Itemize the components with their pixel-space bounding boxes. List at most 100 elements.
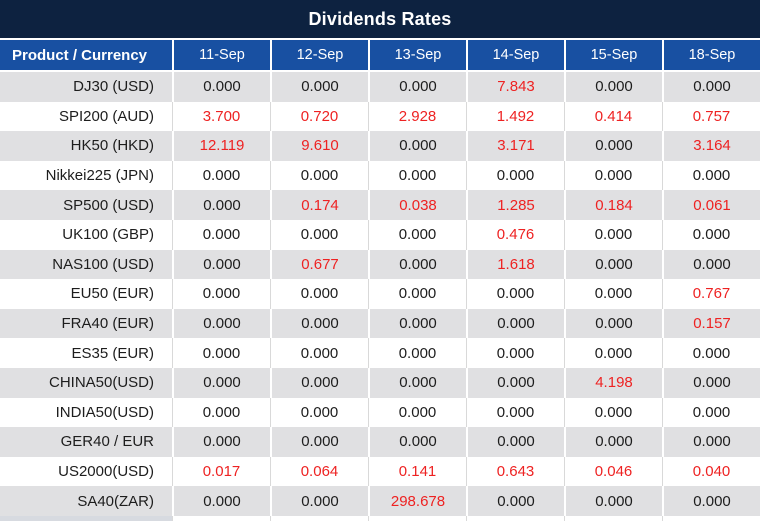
value-cell: 0.000 bbox=[270, 338, 368, 368]
value-cell: 0.414 bbox=[564, 101, 662, 132]
product-label: US2000(USD) bbox=[58, 463, 154, 481]
value-cell: 0.767 bbox=[662, 279, 760, 309]
value-cell: 0.000 bbox=[564, 249, 662, 280]
value-cell: 0.174 bbox=[270, 190, 368, 220]
value-cell: 0.000 bbox=[172, 72, 270, 102]
value-cell: 0.000 bbox=[172, 190, 270, 220]
value-cell: 0.000 bbox=[466, 397, 564, 428]
value-cell: 0.000 bbox=[368, 72, 466, 102]
value-cell: 0.184 bbox=[564, 190, 662, 220]
value-cell: 12.119 bbox=[172, 131, 270, 161]
value-cell: 4.198 bbox=[564, 367, 662, 398]
value-cell: 0.000 bbox=[564, 160, 662, 191]
value-cell: 0.040 bbox=[662, 456, 760, 487]
value-cell: 0.141 bbox=[368, 456, 466, 487]
value-cell: 0.643 bbox=[466, 456, 564, 487]
value-cell: 0.000 bbox=[270, 367, 368, 398]
value-cell: 1.285 bbox=[466, 190, 564, 220]
product-label: FRA40 (EUR) bbox=[61, 315, 154, 333]
table-row: FRA40 (EUR) 0.000 0.000 0.000 0.000 0.00… bbox=[0, 308, 760, 339]
value-cell: 0.000 bbox=[368, 160, 466, 191]
value-cell: 0.000 bbox=[662, 72, 760, 102]
value-cell: 0.000 bbox=[172, 397, 270, 428]
value-cell: 0.000 bbox=[466, 367, 564, 398]
value-cell: 1.618 bbox=[466, 249, 564, 280]
product-label: UK100 (GBP) bbox=[62, 226, 154, 244]
value-cell: 0.000 bbox=[172, 427, 270, 457]
product-label: SP500 (USD) bbox=[63, 196, 154, 214]
value-cell: 0.000 bbox=[564, 131, 662, 161]
value-cell: 0.000 bbox=[466, 486, 564, 516]
product-label: ES35 (EUR) bbox=[71, 344, 154, 362]
value-cell: 0.000 bbox=[270, 397, 368, 428]
table-row: HK50 (HKD) 12.119 9.610 0.000 3.171 0.00… bbox=[0, 131, 760, 161]
value-cell: 0.000 bbox=[270, 486, 368, 516]
table-row: ES35 (EUR) 0.000 0.000 0.000 0.000 0.000… bbox=[0, 338, 760, 368]
value-cell: 2.928 bbox=[368, 101, 466, 132]
value-cell: 0.000 bbox=[368, 338, 466, 368]
value-cell: 0.000 bbox=[172, 249, 270, 280]
value-cell: 7.843 bbox=[466, 72, 564, 102]
value-cell: 0.677 bbox=[270, 249, 368, 280]
value-cell: 0.000 bbox=[368, 219, 466, 250]
table-row: UK100 (GBP) 0.000 0.000 0.000 0.476 0.00… bbox=[0, 219, 760, 250]
value-cell: 0.000 bbox=[466, 160, 564, 191]
value-cell: 0.000 bbox=[270, 427, 368, 457]
product-label: EU50 (EUR) bbox=[70, 285, 154, 303]
value-cell: 0.000 bbox=[564, 279, 662, 309]
value-cell: 0.038 bbox=[368, 190, 466, 220]
value-cell: 3.164 bbox=[662, 131, 760, 161]
value-cell: 0.000 bbox=[662, 367, 760, 398]
value-cell: 0.000 bbox=[270, 279, 368, 309]
table-row: Nikkei225 (JPN) 0.000 0.000 0.000 0.000 … bbox=[0, 160, 760, 191]
value-cell: 0.017 bbox=[172, 456, 270, 487]
value-cell: 0.000 bbox=[172, 367, 270, 398]
value-cell: 0.000 bbox=[662, 160, 760, 191]
title-bar: Dividends Rates bbox=[0, 0, 760, 38]
partial-label-cell bbox=[0, 515, 172, 521]
value-cell: 0.000 bbox=[368, 427, 466, 457]
value-cell: 0.000 bbox=[172, 486, 270, 516]
date-header-14-sep: 14-Sep bbox=[468, 40, 564, 70]
value-cell: 0.000 bbox=[564, 338, 662, 368]
product-currency-header: Product / Currency bbox=[0, 40, 172, 70]
page-title: Dividends Rates bbox=[308, 8, 452, 29]
table-row: US2000(USD) 0.017 0.064 0.141 0.643 0.04… bbox=[0, 456, 760, 487]
value-cell: 0.000 bbox=[466, 308, 564, 339]
table-body: DJ30 (USD) 0.000 0.000 0.000 7.843 0.000… bbox=[0, 72, 760, 516]
table-row: INDIA50(USD) 0.000 0.000 0.000 0.000 0.0… bbox=[0, 397, 760, 428]
value-cell: 0.000 bbox=[368, 367, 466, 398]
value-cell: 0.000 bbox=[368, 249, 466, 280]
value-cell: 9.610 bbox=[270, 131, 368, 161]
value-cell: 0.000 bbox=[564, 72, 662, 102]
value-cell: 0.000 bbox=[172, 160, 270, 191]
value-cell: 0.000 bbox=[368, 397, 466, 428]
value-cell: 0.000 bbox=[564, 219, 662, 250]
value-cell: 0.000 bbox=[466, 338, 564, 368]
partial-next-row bbox=[0, 515, 760, 521]
value-cell: 0.061 bbox=[662, 190, 760, 220]
table-row: SPI200 (AUD) 3.700 0.720 2.928 1.492 0.4… bbox=[0, 101, 760, 132]
product-label: NAS100 (USD) bbox=[52, 255, 154, 273]
value-cell: 0.000 bbox=[270, 219, 368, 250]
product-label: SA40(ZAR) bbox=[77, 492, 154, 510]
value-cell: 0.000 bbox=[172, 279, 270, 309]
product-label: INDIA50(USD) bbox=[55, 403, 154, 421]
value-cell: 0.720 bbox=[270, 101, 368, 132]
value-cell: 0.000 bbox=[172, 308, 270, 339]
date-header-11-sep: 11-Sep bbox=[174, 40, 270, 70]
table-row: SP500 (USD) 0.000 0.174 0.038 1.285 0.18… bbox=[0, 190, 760, 220]
product-label: Nikkei225 (JPN) bbox=[45, 167, 154, 185]
value-cell: 0.000 bbox=[466, 427, 564, 457]
value-cell: 0.000 bbox=[662, 427, 760, 457]
table-header-row: Product / Currency 11-Sep 12-Sep 13-Sep … bbox=[0, 38, 760, 72]
product-label: SPI200 (AUD) bbox=[58, 107, 154, 125]
value-cell: 0.757 bbox=[662, 101, 760, 132]
value-cell: 0.000 bbox=[172, 338, 270, 368]
date-header-15-sep: 15-Sep bbox=[566, 40, 662, 70]
value-cell: 0.476 bbox=[466, 219, 564, 250]
value-cell: 1.492 bbox=[466, 101, 564, 132]
product-label: GER40 / EUR bbox=[60, 433, 154, 451]
value-cell: 0.000 bbox=[564, 397, 662, 428]
value-cell: 0.000 bbox=[368, 308, 466, 339]
